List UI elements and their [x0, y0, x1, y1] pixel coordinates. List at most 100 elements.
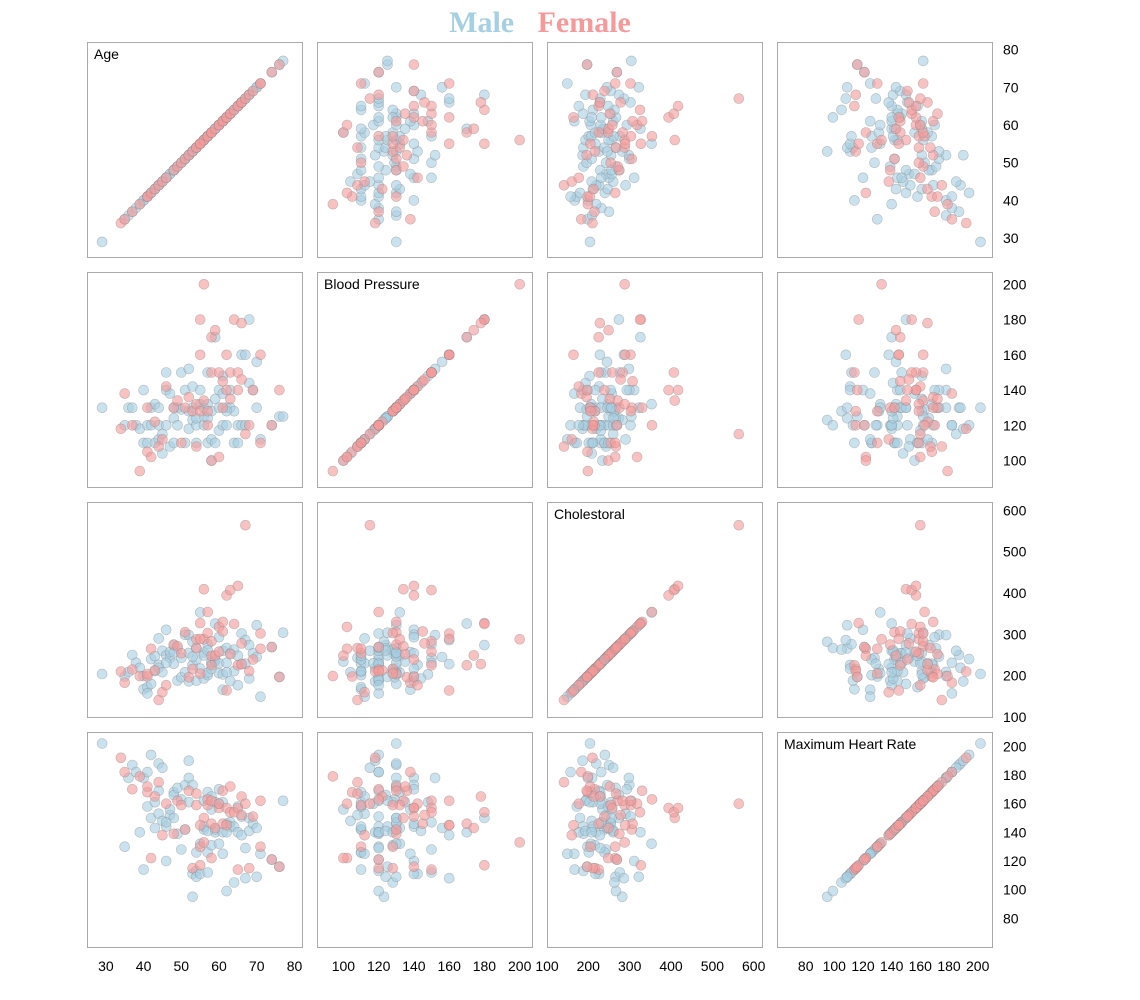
- point-female: [960, 217, 972, 229]
- point-female: [609, 78, 621, 89]
- point-female: [587, 419, 599, 431]
- panel-frame: [777, 42, 993, 258]
- point-female: [194, 819, 206, 831]
- point-male: [897, 448, 909, 459]
- point-female: [646, 131, 658, 142]
- point-female: [634, 104, 646, 116]
- point-female: [373, 131, 385, 142]
- point-male: [635, 331, 646, 343]
- point-female: [387, 862, 399, 874]
- point-male: [145, 749, 157, 761]
- point-female: [884, 639, 896, 650]
- x-tick-label: 500: [701, 958, 725, 974]
- point-female: [119, 677, 130, 689]
- point-female: [871, 668, 883, 679]
- point-female: [176, 437, 187, 449]
- point-female: [903, 638, 915, 649]
- point-female: [581, 861, 593, 873]
- point-female: [179, 626, 191, 638]
- point-female: [587, 752, 598, 764]
- point-male: [232, 437, 244, 449]
- point-female: [443, 138, 455, 150]
- point-female: [443, 819, 455, 831]
- point-male: [359, 633, 370, 644]
- point-male: [96, 668, 108, 680]
- point-male: [594, 842, 606, 854]
- y-tick-label: 140: [1003, 824, 1027, 840]
- point-female: [232, 580, 244, 592]
- point-female: [408, 811, 420, 822]
- panel-frame: [87, 272, 303, 488]
- point-male: [355, 864, 367, 875]
- point-male: [160, 657, 172, 669]
- point-male: [380, 871, 392, 883]
- point-female: [614, 828, 625, 840]
- point-female: [922, 183, 933, 195]
- point-female: [255, 795, 266, 807]
- panel-title-mhr: Maximum Heart Rate: [784, 736, 916, 752]
- point-female: [932, 191, 943, 202]
- point-female: [327, 771, 339, 782]
- point-female: [625, 405, 637, 417]
- point-female: [946, 214, 958, 225]
- point-female: [255, 628, 266, 639]
- x-tick-label: 100: [535, 958, 559, 974]
- point-male: [584, 236, 596, 248]
- point-male: [827, 885, 839, 897]
- point-male: [886, 198, 898, 210]
- point-female: [405, 766, 416, 778]
- point-male: [565, 766, 576, 778]
- point-female: [426, 584, 437, 596]
- point-female: [669, 134, 681, 146]
- point-male: [821, 146, 833, 157]
- y-tick-label: 30: [1003, 230, 1019, 246]
- point-male: [221, 419, 232, 431]
- point-female: [398, 134, 409, 146]
- y-tick-label: 40: [1003, 192, 1019, 208]
- point-male: [160, 419, 172, 431]
- point-female: [355, 841, 367, 853]
- point-female: [160, 679, 172, 691]
- point-female: [611, 854, 623, 865]
- point-male: [345, 815, 356, 827]
- point-female: [206, 659, 217, 671]
- point-female: [860, 187, 872, 199]
- point-female: [669, 395, 681, 406]
- point-male: [950, 176, 962, 187]
- point-female: [160, 381, 172, 392]
- point-female: [853, 617, 865, 629]
- point-female: [573, 172, 585, 184]
- point-female: [893, 633, 905, 645]
- point-male: [213, 838, 225, 850]
- point-female: [355, 643, 367, 655]
- point-female: [619, 278, 631, 290]
- point-female: [733, 428, 745, 440]
- panel-title-chol: Cholestoral: [554, 506, 625, 522]
- point-female: [198, 278, 210, 290]
- point-female: [127, 664, 138, 675]
- point-female: [927, 402, 939, 414]
- x-tick-label: 200: [577, 958, 601, 974]
- point-female: [587, 89, 599, 101]
- point-female: [585, 138, 596, 150]
- point-female: [611, 641, 623, 653]
- point-female: [198, 583, 210, 595]
- point-female: [468, 123, 480, 135]
- point-female: [352, 776, 363, 788]
- point-female: [615, 374, 626, 385]
- point-female: [475, 791, 487, 802]
- panel-title-age: Age: [94, 46, 119, 62]
- point-female: [134, 771, 146, 782]
- point-female: [419, 809, 430, 821]
- point-male: [390, 236, 402, 248]
- point-male: [601, 356, 613, 368]
- point-female: [373, 854, 385, 865]
- point-female: [914, 679, 926, 691]
- point-female: [399, 781, 411, 792]
- point-female: [611, 419, 623, 431]
- point-female: [851, 861, 863, 873]
- point-male: [183, 363, 195, 375]
- point-female: [160, 798, 172, 810]
- point-male: [586, 112, 598, 123]
